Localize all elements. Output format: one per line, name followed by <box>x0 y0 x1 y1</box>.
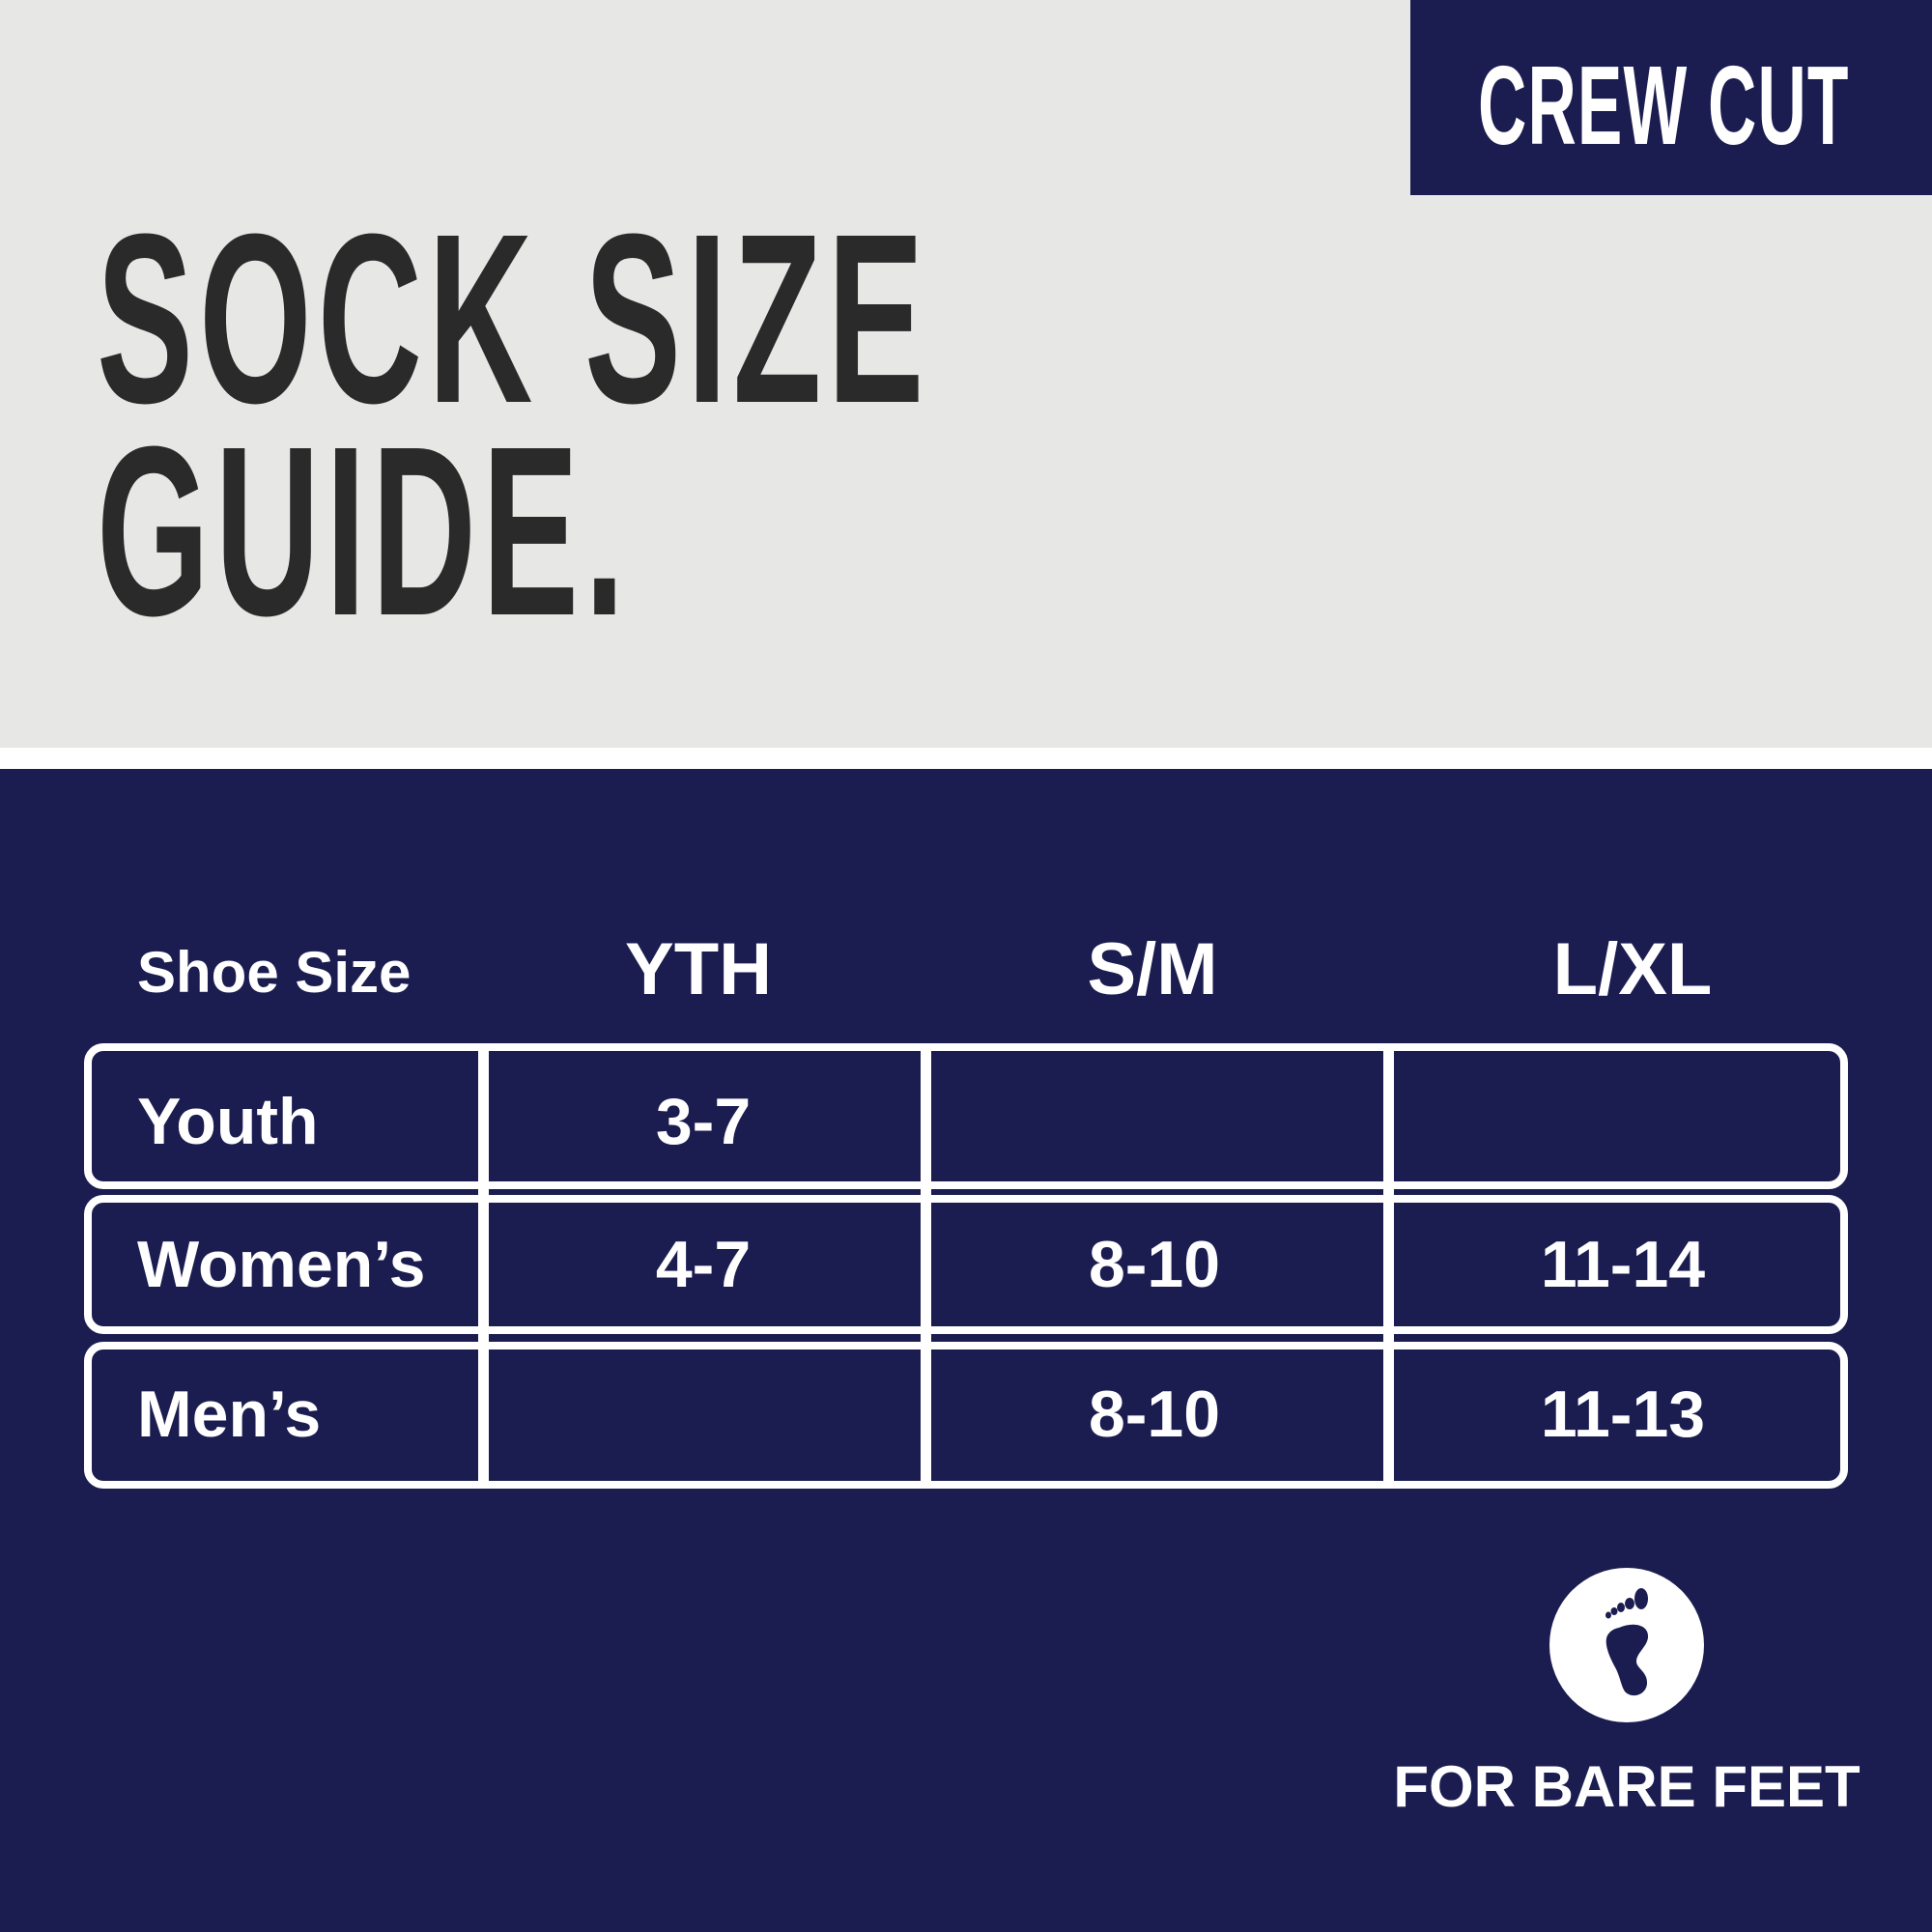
column-header-yth: YTH <box>625 928 772 1010</box>
column-divider <box>1383 1043 1394 1489</box>
row-label: Women’s <box>137 1228 426 1301</box>
table-row <box>84 1195 1848 1334</box>
column-divider <box>478 1043 489 1489</box>
bare-feet-label: FOR BARE FEET <box>1393 1754 1861 1819</box>
corner-header: Shoe Size <box>137 940 412 1005</box>
cell: 8-10 <box>1088 1378 1221 1451</box>
page-title-line2: GUIDE. <box>97 396 631 666</box>
cell: 4-7 <box>655 1228 752 1301</box>
cell: 8-10 <box>1088 1228 1221 1301</box>
divider <box>0 748 1932 769</box>
row-label: Men’s <box>137 1378 322 1451</box>
column-header-sm: S/M <box>1087 928 1218 1010</box>
column-header-lxl: L/XL <box>1552 928 1713 1010</box>
crew-cut-badge: CREW CUT <box>1410 0 1932 195</box>
bare-foot-icon <box>1549 1568 1704 1722</box>
row-label: Youth <box>137 1085 319 1158</box>
table-row <box>84 1342 1848 1489</box>
cell: 3-7 <box>655 1085 752 1158</box>
page-title-line1: SOCK SIZE <box>97 184 930 453</box>
column-divider <box>921 1043 931 1489</box>
cell: 11-13 <box>1540 1378 1706 1451</box>
cell: 11-14 <box>1540 1228 1706 1301</box>
table-row <box>84 1043 1848 1189</box>
